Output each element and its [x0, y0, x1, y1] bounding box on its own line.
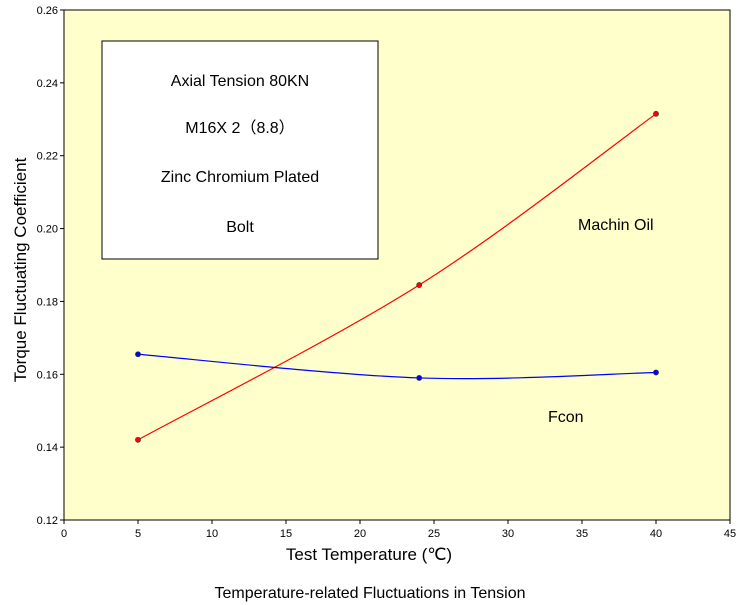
- y-tick-label: 0.20: [37, 224, 58, 236]
- data-point-machin-oil: [135, 436, 141, 443]
- x-tick-label: 15: [280, 528, 292, 540]
- y-tick-label: 0.26: [37, 5, 58, 17]
- data-point-machin-oil: [416, 282, 423, 288]
- data-point-machin-oil: [653, 110, 659, 117]
- x-tick-label: 40: [650, 528, 662, 540]
- y-tick-label: 0.16: [37, 369, 58, 381]
- annotation-box: Axial Tension 80KN M16X 2（8.8） Zinc Chro…: [101, 40, 379, 260]
- y-tick-label: 0.22: [37, 151, 58, 163]
- x-tick-label: 35: [576, 528, 588, 540]
- x-tick-label: 0: [61, 528, 67, 540]
- x-tick-label: 30: [502, 528, 514, 540]
- series-layer: [135, 110, 659, 443]
- annotation-line-2: M16X 2（8.8）: [185, 119, 294, 137]
- x-tick-label: 10: [206, 528, 218, 540]
- y-axis-ticks: 0.12 0.14 0.16 0.18 0.20 0.22 0.24 0.26: [37, 5, 64, 527]
- annotation-line-4: Bolt: [226, 219, 254, 236]
- data-point-fcon: [416, 375, 423, 381]
- x-tick-label: 5: [135, 528, 141, 540]
- y-axis-title: Torque Fluctuating Coefficient: [11, 157, 30, 382]
- x-axis-title: Test Temperature (℃): [286, 545, 452, 564]
- x-tick-label: 20: [354, 528, 366, 540]
- series-label-fcon: Fcon: [548, 409, 584, 426]
- annotation-line-1: Axial Tension 80KN: [171, 73, 309, 90]
- y-tick-label: 0.14: [37, 442, 58, 454]
- data-point-fcon: [135, 351, 141, 358]
- series-label-machin-oil: Machin Oil: [578, 217, 654, 234]
- y-tick-label: 0.24: [37, 78, 58, 90]
- x-tick-label: 25: [428, 528, 440, 540]
- chart-caption: Temperature-related Fluctuations in Tens…: [215, 585, 526, 602]
- x-tick-label: 45: [724, 528, 736, 540]
- annotation-line-3: Zinc Chromium Plated: [161, 169, 319, 186]
- y-tick-label: 0.18: [37, 296, 58, 308]
- y-tick-label: 0.12: [37, 515, 58, 527]
- data-point-fcon: [653, 369, 659, 376]
- annotation-box-frame: [101, 40, 379, 260]
- x-axis-ticks: 0 5 10 15 20 25 30 35 40 45: [61, 520, 736, 540]
